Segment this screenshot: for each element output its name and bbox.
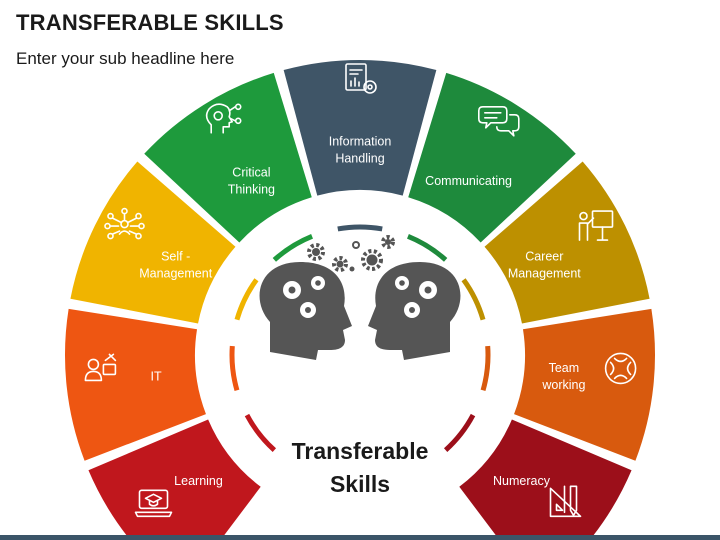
segment-shape [408,72,576,243]
inner-arc [229,345,240,391]
segment-shape [144,72,312,243]
segment-shape [70,161,236,324]
segment-career-management: Career Management [484,161,650,324]
segment-information-handling: Information Handling [283,59,437,196]
page-title: TRANSFERABLE SKILLS [16,10,284,35]
chat-bubbles-icon [477,106,520,137]
inner-arc [461,278,486,321]
segment-label: Critical [232,166,270,180]
ruler-pencil-icon [549,485,582,518]
inner-arc [337,224,383,232]
segment-shape [459,419,632,540]
segment-label: Communicating [425,174,512,188]
technician-tools-icon [84,353,117,382]
inner-arc [406,234,448,262]
segment-communicating: Communicating [408,72,576,243]
segment-label: Numeracy [493,474,551,488]
presenter-board-icon [578,210,614,241]
sub-headline: Enter your sub headline here [16,49,235,68]
inner-ring-arcs [229,224,491,452]
document-chart-gear-icon [345,63,377,94]
footer-bar [0,535,720,540]
segment-label: Team [549,361,580,375]
head-gear-network-icon [205,103,242,134]
inner-arc [443,413,476,452]
center-title-line1: Transferable [292,438,429,464]
segment-label: Management [508,267,581,281]
segment-label: working [541,378,585,392]
segment-shape [514,308,656,461]
segment-label: Learning [174,474,223,488]
inner-arc [244,413,277,452]
segment-it: IT [64,308,206,461]
segment-label: Thinking [228,183,275,197]
segment-shape [64,308,206,461]
segment-label: IT [151,369,162,383]
inner-arc [480,345,491,391]
inner-arc [272,234,314,262]
teamwork-hands-icon [604,352,637,385]
segment-numeracy: Numeracy [459,419,632,540]
segment-self-management: Self - Management [70,161,236,324]
segment-label: Management [139,267,212,281]
segment-shape [283,59,437,196]
two-heads-with-gears-icon [259,235,461,360]
segment-label: Handling [335,152,384,166]
center-title-line2: Skills [330,471,390,497]
segment-critical-thinking: Critical Thinking [144,72,312,243]
segments-layer: Learning IT Self - Management Critical Thinki… [64,59,656,540]
segment-shape [88,419,261,540]
segment-learning: Learning [88,419,261,540]
network-person-icon [104,207,145,240]
segment-label: Information [329,135,392,149]
segment-shape [484,161,650,324]
segment-label: Self - [161,250,190,264]
segment-label: Career [525,250,563,264]
segment-team-working: Team working [514,308,656,461]
laptop-graduation-icon [134,489,173,518]
inner-arc [234,278,259,321]
